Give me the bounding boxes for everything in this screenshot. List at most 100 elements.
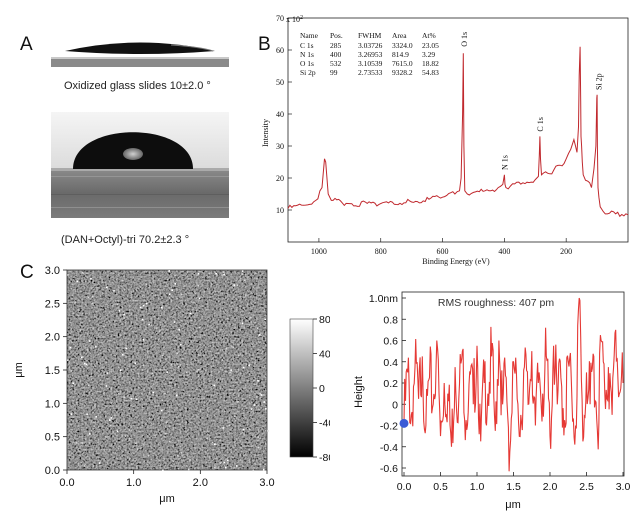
afm-speckle: [241, 322, 244, 325]
afm-speckle: [118, 310, 121, 312]
caption-oxidized: Oxidized glass slides 10±2.0 °: [64, 80, 211, 92]
afm-speckle: [141, 318, 144, 321]
afm-speckle: [226, 459, 229, 462]
profile-xlabel: μm: [505, 499, 521, 511]
xps-ytick-label: 30: [276, 142, 284, 151]
afm-speckle: [256, 327, 259, 329]
afm-speckle: [86, 413, 88, 415]
afm-speckle: [170, 363, 173, 366]
xps-table-cell: O 1s: [300, 59, 314, 68]
profile-xtick-label: 1.5: [506, 481, 521, 493]
afm-speckle: [264, 318, 267, 321]
xps-table-header: Area: [392, 31, 407, 40]
afm-speckle: [198, 297, 201, 300]
afm-speckle: [161, 354, 164, 357]
afm-speckle: [109, 424, 112, 427]
contact-angle-image-dan-octyl: [51, 112, 229, 218]
colorbar-tick-label: 400: [319, 349, 330, 361]
afm-speckle: [206, 437, 208, 439]
afm-speckle: [252, 469, 255, 472]
afm-speckle: [214, 466, 216, 469]
profile-xtick-label: 2.5: [579, 481, 594, 493]
afm-speckle: [189, 312, 192, 315]
profile-title: RMS roughness: 407 pm: [438, 297, 554, 309]
afm-speckle: [262, 468, 265, 471]
afm-speckle: [198, 326, 201, 329]
afm-speckle: [236, 284, 239, 287]
afm-ytick-label: 2.5: [45, 298, 60, 310]
afm-speckle: [87, 384, 90, 386]
xps-table-cell: 400: [330, 50, 342, 59]
afm-speckle: [197, 272, 200, 275]
afm-speckle: [168, 293, 171, 296]
colorbar-tick-label: -800: [319, 452, 330, 464]
xps-table-cell: 2.73533: [358, 68, 383, 77]
afm-speckle: [176, 352, 178, 354]
xps-ytick-label: 20: [276, 174, 284, 183]
afm-speckle: [250, 317, 252, 319]
xps-ytick-label: 70: [276, 14, 284, 23]
afm-speckle: [241, 270, 244, 272]
afm-speckle: [186, 371, 188, 374]
xps-table-cell: 814.9: [392, 50, 409, 59]
xps-y-multiplier: x 102: [286, 15, 303, 24]
xps-peak-label: C 1s: [536, 117, 545, 131]
afm-speckle: [164, 432, 167, 435]
afm-speckle: [176, 394, 178, 397]
profile-ytick-label: 0.6: [383, 336, 398, 348]
afm-speckle: [225, 466, 227, 469]
afm-speckle: [123, 313, 125, 316]
xps-table-header: FWHM: [358, 31, 382, 40]
profile-ytick-label: -0.2: [380, 421, 398, 433]
afm-ytick-label: 2.0: [45, 332, 60, 344]
profile-xtick-label: 0.0: [397, 481, 412, 493]
afm-speckle: [229, 371, 231, 374]
afm-xtick-label: 0.0: [59, 477, 74, 489]
afm-ylabel: μm: [13, 362, 25, 378]
xps-table-cell: N 1s: [300, 50, 314, 59]
afm-speckle: [162, 469, 164, 472]
afm-speckle: [134, 362, 137, 365]
height-profile-chart: 1.0nm 0.8 0.6 0.4 0.2 0 -0.2 -0.4 -0.6 0.0 0.5 1.0 1…: [353, 291, 630, 511]
xps-ytick-label: 50: [276, 78, 284, 87]
afm-speckle: [76, 442, 78, 444]
xps-xlabel: Binding Energy (eV): [422, 257, 490, 266]
caption-dan-octyl: (DAN+Octyl)-tri 70.2±2.3 °: [61, 234, 190, 246]
afm-speckle: [230, 369, 232, 371]
afm-speckle: [152, 391, 155, 394]
afm-colorbar: [289, 318, 314, 458]
afm-speckle: [81, 271, 84, 274]
xps-table-header: Name: [300, 31, 319, 40]
afm-speckle: [81, 356, 83, 359]
profile-line: [403, 297, 624, 472]
xps-xtick-label: 200: [560, 247, 572, 256]
xps-table-cell: 18.82: [422, 59, 439, 68]
afm-speckle: [180, 293, 183, 296]
afm-speckle: [92, 295, 94, 298]
afm-speckle: [89, 433, 91, 435]
afm-speckle: [142, 304, 145, 307]
xps-table-cell: 9328.2: [392, 68, 413, 77]
profile-ytick-label: 0: [392, 399, 398, 411]
afm-speckle: [180, 452, 183, 454]
xps-spectrum-line: [287, 46, 629, 218]
xps-table-header: Pos.: [330, 31, 343, 40]
afm-speckle: [171, 289, 173, 291]
colorbar-tick-label: -400: [319, 418, 330, 430]
panel-label-a: A: [20, 34, 33, 55]
xps-xtick-label: 400: [498, 247, 510, 256]
afm-speckle: [257, 380, 259, 382]
afm-speckle: [145, 302, 148, 305]
afm-speckle: [135, 442, 137, 444]
afm-speckle: [214, 443, 216, 446]
afm-speckle: [215, 272, 217, 275]
afm-ytick-label: 3.0: [45, 265, 60, 277]
afm-speckle: [122, 354, 124, 356]
profile-xtick-label: 2.0: [543, 481, 558, 493]
afm-speckle: [241, 273, 244, 275]
xps-table-cell: 3.10539: [358, 59, 383, 68]
afm-speckle: [139, 306, 142, 309]
profile-ytick-label: 1.0nm: [369, 293, 398, 305]
xps-table-cell: 54.83: [422, 68, 439, 77]
